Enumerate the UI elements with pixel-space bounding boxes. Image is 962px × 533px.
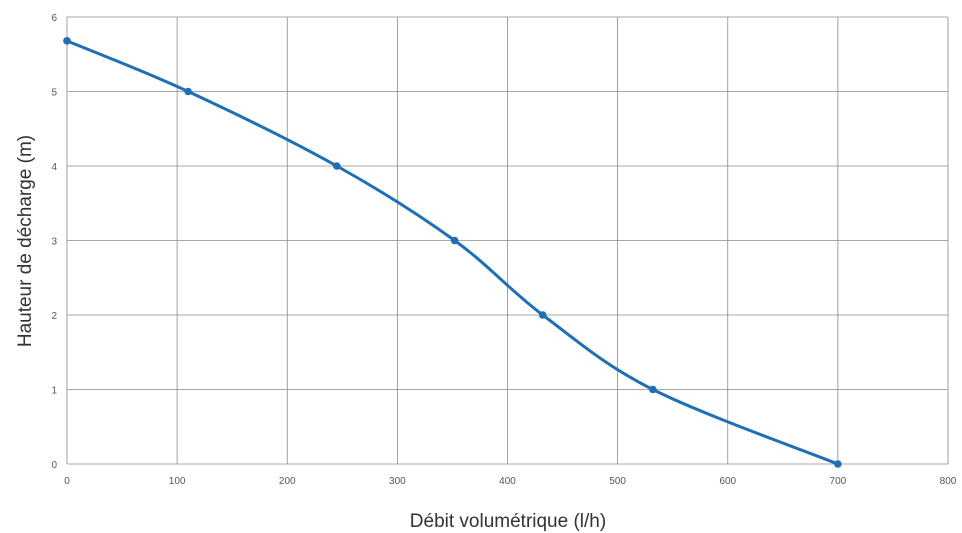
data-point xyxy=(649,385,657,394)
x-tick-labels: 0 100 200 300 400 500 600 700 800 xyxy=(64,476,957,487)
x-tick-label: 200 xyxy=(279,476,296,487)
x-tick-label: 300 xyxy=(389,476,406,487)
series-line xyxy=(66,39,839,466)
x-tick-label: 700 xyxy=(830,476,847,487)
y-tick-label: 3 xyxy=(51,237,57,248)
x-tick-label: 0 xyxy=(64,476,70,487)
data-point xyxy=(184,87,192,96)
y-tick-label: 2 xyxy=(51,311,57,322)
x-axis-title: Débit volumétrique (l/h) xyxy=(410,511,606,532)
series-layer xyxy=(63,37,842,468)
y-tick-label: 0 xyxy=(51,460,57,471)
y-axis-title: Hauteur de décharge (m) xyxy=(15,135,36,347)
y-tick-label: 1 xyxy=(51,386,57,397)
data-point xyxy=(63,37,71,45)
x-tick-label: 500 xyxy=(609,476,626,487)
data-point xyxy=(834,460,842,468)
x-tick-label: 400 xyxy=(499,476,516,487)
x-tick-label: 800 xyxy=(940,476,957,487)
y-tick-label: 4 xyxy=(51,162,57,173)
data-point xyxy=(450,236,459,245)
data-point xyxy=(538,311,547,319)
y-tick-label: 6 xyxy=(51,13,57,24)
data-point xyxy=(333,162,341,170)
x-tick-label: 100 xyxy=(169,476,186,487)
x-tick-label: 600 xyxy=(719,476,736,487)
y-tick-labels: 0 1 2 3 4 5 6 xyxy=(51,13,57,471)
y-tick-label: 5 xyxy=(51,88,57,99)
grid xyxy=(66,16,949,465)
